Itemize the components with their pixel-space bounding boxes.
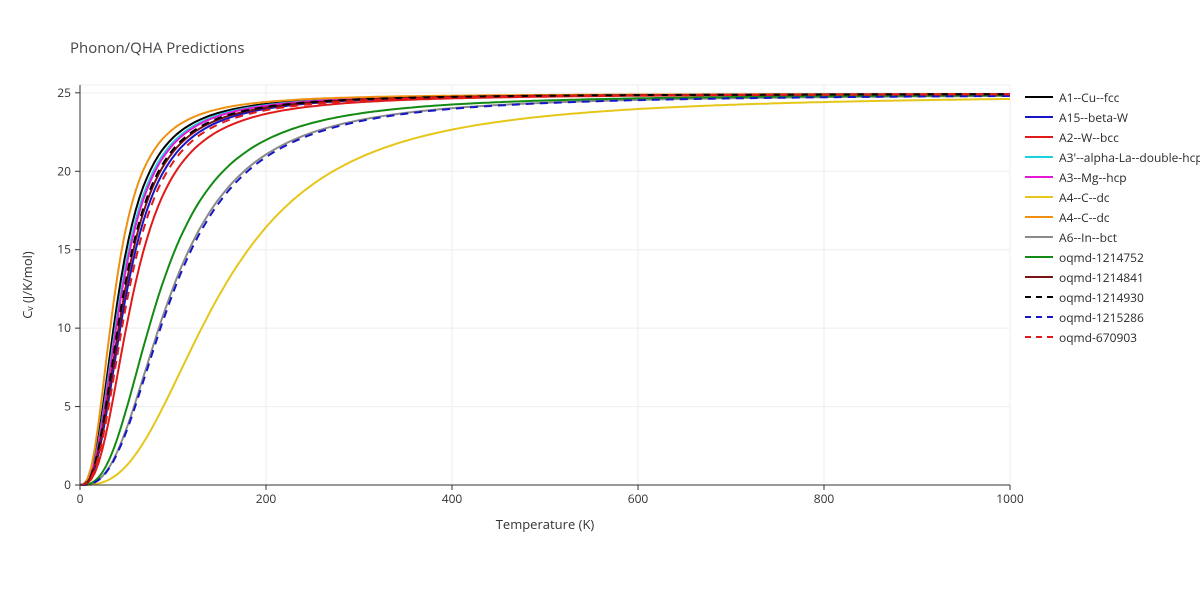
legend-swatch [1025,216,1053,218]
series-line [80,94,1010,485]
legend-swatch [1025,336,1053,338]
legend-label: oqmd-1214752 [1059,249,1144,266]
series-line [80,94,1010,485]
series-line [80,95,1010,486]
legend-item[interactable]: A4--C--dc [1025,207,1200,227]
legend-swatch [1025,236,1053,238]
series-line [80,94,1010,485]
y-tick-label: 0 [64,476,71,493]
legend-label: A3--Mg--hcp [1059,169,1127,186]
legend-item[interactable]: oqmd-1214930 [1025,287,1200,307]
legend-label: A15--beta-W [1059,109,1128,126]
x-tick-label: 200 [256,490,277,507]
y-axis-label: Cᵥ (J/K/mol) [18,251,36,319]
y-tick-label: 10 [57,319,71,336]
series-line [80,94,1010,485]
chart-canvas: 0 200 400 600 800 1000 0 5 10 15 20 25 Temperature (… [0,0,1200,600]
legend-item[interactable]: A1--Cu--fcc [1025,87,1200,107]
legend-label: A6--In--bct [1059,229,1117,246]
series-line [80,96,1010,485]
legend-swatch [1025,276,1053,278]
legend-swatch [1025,156,1053,158]
x-tick-label: 600 [628,490,649,507]
legend-item[interactable]: oqmd-1214752 [1025,247,1200,267]
series-line [80,99,1010,485]
legend-swatch [1025,196,1053,198]
legend-item[interactable]: A15--beta-W [1025,107,1200,127]
legend-swatch [1025,116,1053,118]
legend: A1--Cu--fcc A15--beta-W A2--W--bcc A3'--alp… [1025,87,1200,347]
legend-item[interactable]: oqmd-1215286 [1025,307,1200,327]
y-tick-label: 25 [57,84,71,101]
x-tick-label: 0 [77,490,84,507]
legend-swatch [1025,256,1053,258]
legend-label: A1--Cu--fcc [1059,89,1119,106]
legend-label: A2--W--bcc [1059,129,1119,146]
legend-label: oqmd-1214930 [1059,289,1144,306]
y-tick-label: 5 [64,398,71,415]
series-line [80,94,1010,485]
series-line [80,94,1010,485]
legend-swatch [1025,136,1053,138]
legend-label: A3'--alpha-La--double-hcp [1059,149,1200,166]
legend-label: A4--C--dc [1059,209,1110,226]
x-axis-label: Temperature (K) [496,515,595,533]
legend-item[interactable]: oqmd-1214841 [1025,267,1200,287]
legend-item[interactable]: A4--C--dc [1025,187,1200,207]
legend-item[interactable]: A2--W--bcc [1025,127,1200,147]
series-line [80,94,1010,485]
x-tick-label: 400 [442,490,463,507]
y-tick-label: 15 [57,241,71,258]
legend-item[interactable]: A6--In--bct [1025,227,1200,247]
series-line [80,94,1010,485]
legend-item[interactable]: A3'--alpha-La--double-hcp [1025,147,1200,167]
legend-swatch [1025,176,1053,178]
legend-label: A4--C--dc [1059,189,1110,206]
legend-label: oqmd-670903 [1059,329,1137,346]
series-line [80,96,1010,485]
legend-label: oqmd-1215286 [1059,309,1144,326]
legend-item[interactable]: oqmd-670903 [1025,327,1200,347]
y-tick-label: 20 [57,162,71,179]
legend-swatch [1025,296,1053,298]
x-tick-label: 800 [814,490,835,507]
series-line [80,95,1010,485]
legend-swatch [1025,316,1053,318]
legend-label: oqmd-1214841 [1059,269,1144,286]
x-tick-label: 1000 [996,490,1024,507]
legend-swatch [1025,96,1053,98]
legend-item[interactable]: A3--Mg--hcp [1025,167,1200,187]
